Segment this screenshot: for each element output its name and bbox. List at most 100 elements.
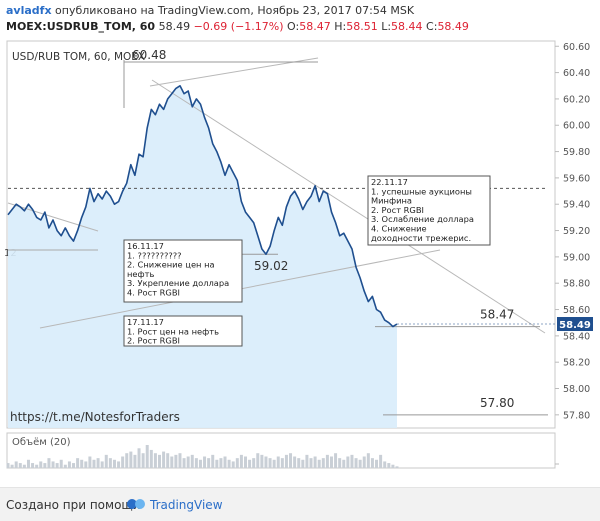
y-tick-label: 60.40 (563, 68, 590, 79)
volume-bar (63, 464, 67, 468)
annotation-text: 2. Рост RGBI (371, 205, 424, 215)
volume-bar (264, 456, 268, 468)
telegram-link: https://t.me/NotesforTraders (10, 410, 180, 424)
y-tick-label: 59.00 (563, 252, 590, 263)
last-price-label: 58.49 (559, 320, 591, 331)
volume-bar (43, 463, 47, 468)
volume-bar (231, 461, 235, 468)
volume-bar (260, 454, 264, 468)
credit-text: Создано при помощи (6, 498, 141, 512)
trendline (151, 79, 546, 334)
volume-bar (67, 461, 71, 468)
volume-bar (321, 458, 325, 468)
y-tick-label: 59.40 (563, 200, 590, 211)
volume-bar (256, 453, 260, 468)
volume-bar (207, 458, 211, 468)
volume-bar (26, 459, 30, 468)
volume-bar (235, 458, 239, 468)
y-tick-label: 60.00 (563, 121, 590, 132)
y-tick-label: 58.20 (563, 358, 590, 369)
volume-bar (35, 464, 39, 468)
volume-bar (112, 459, 116, 468)
volume-bar (6, 463, 10, 468)
volume-bar (31, 463, 35, 468)
author-link[interactable]: avladfx (6, 4, 52, 17)
y-tick-label: 58.00 (563, 384, 590, 395)
volume-bar (104, 454, 108, 468)
volume-bar (334, 453, 338, 468)
volume-bar (215, 459, 219, 468)
last-price: 58.49 (158, 20, 191, 33)
y-tick-label: 57.80 (563, 410, 590, 421)
symbol-line: MOEX:USDRUB_TOM, 60 58.49 −0.69 (−1.17%)… (6, 20, 469, 33)
y-tick-label: 60.20 (563, 94, 590, 105)
annotation-text: 1. успешные аукционы (371, 186, 472, 196)
y-tick-label: 59.80 (563, 147, 590, 158)
volume-bar (117, 461, 121, 468)
annotation-text: 1. Рост цен на нефть (127, 326, 219, 336)
y-tick-label: 58.80 (563, 279, 590, 290)
volume-bar (305, 454, 309, 468)
open-value: 58.47 (299, 20, 331, 33)
price-line (7, 85, 398, 328)
volume-bar (59, 459, 63, 468)
annotation-text: 4. Снижение (371, 224, 427, 234)
volume-bar (391, 464, 395, 468)
volume-bar (354, 458, 358, 468)
volume-bar (108, 458, 112, 468)
annotation-text: 17.11.17 (127, 317, 164, 327)
last-price-badge (557, 317, 593, 332)
annotation-text: 1. ?????????? (127, 250, 182, 260)
close-value: 58.49 (437, 20, 469, 33)
price-level-label: 59.02 (254, 259, 288, 273)
volume-bar (223, 456, 227, 468)
y-tick-label: 60.60 (563, 42, 590, 53)
volume-bar (313, 456, 317, 468)
volume-bar (194, 458, 198, 468)
volume-bar (72, 463, 76, 468)
low-label: L: (381, 20, 392, 33)
volume-bar (198, 459, 202, 468)
volume-bar (174, 454, 178, 468)
volume-bar (289, 453, 293, 468)
volume-bar (227, 459, 231, 468)
annotation-text: 2. Снижение цен на (127, 260, 215, 270)
volume-bar (145, 445, 149, 468)
volume-bar (350, 454, 354, 468)
volume-bar (22, 464, 26, 468)
trendline (149, 57, 319, 87)
annotation-text: доходности трежерис. (371, 233, 471, 243)
annotation-text: 3. Ослабление доллара (371, 214, 474, 224)
volume-bar (387, 463, 391, 468)
volume-bar (39, 461, 43, 468)
volume-bar (342, 459, 346, 468)
volume-bar (76, 458, 80, 468)
volume-bar (203, 456, 207, 468)
annotation-text: 3. Укрепление доллара (127, 278, 229, 288)
volume-bar (317, 459, 321, 468)
annotation-box (367, 175, 491, 246)
symbol-name[interactable]: MOEX:USDRUB_TOM, 60 (6, 20, 156, 33)
volume-bar (125, 453, 129, 468)
volume-bar (358, 459, 362, 468)
volume-bar (370, 458, 374, 468)
volume-bar (362, 456, 366, 468)
volume-bar (383, 461, 387, 468)
volume-bar (252, 458, 256, 468)
price-chart[interactable]: 60.60 60.40 60.20 60.00 59.80 59.60 59.40 59.20… (0, 38, 600, 488)
volume-bar (284, 454, 288, 468)
volume-bar (96, 458, 100, 468)
volume-bar (379, 454, 383, 468)
low-value: 58.44 (391, 20, 423, 33)
volume-bar (325, 454, 329, 468)
tradingview-link[interactable]: TradingView (150, 498, 223, 512)
volume-bar (309, 458, 313, 468)
volume-bar (239, 454, 243, 468)
volume-bar (182, 458, 186, 468)
volume-bar (92, 459, 96, 468)
volume-bar (149, 449, 153, 468)
tradingview-logo-icon (127, 499, 145, 509)
volume-bar (88, 456, 92, 468)
volume-bar (80, 459, 84, 468)
volume-bar (133, 454, 137, 468)
